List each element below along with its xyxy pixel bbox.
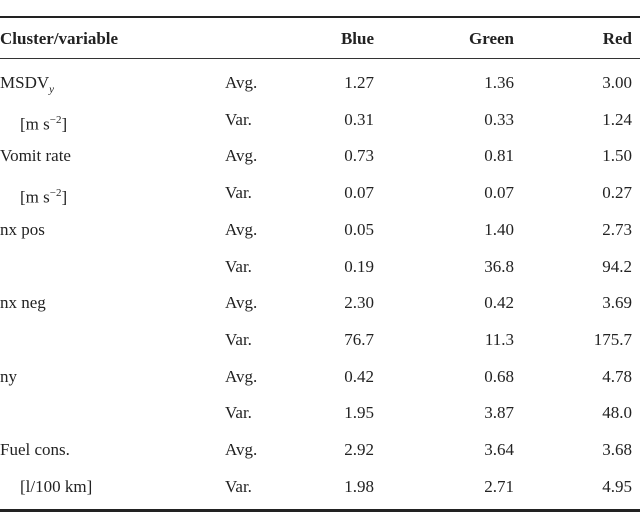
row-label: Fuel cons. bbox=[0, 440, 70, 459]
cell-green: 3.64 bbox=[484, 440, 514, 459]
table-header-rule bbox=[0, 58, 640, 59]
table-row: MSDVy Avg. 1.27 1.36 3.00 bbox=[0, 71, 640, 95]
cell-blue: 2.30 bbox=[344, 293, 374, 313]
header-red: Red bbox=[602, 29, 632, 48]
cell-green: 0.07 bbox=[484, 183, 514, 203]
row-stat: Avg. bbox=[225, 293, 258, 313]
table-row: Fuel cons. Avg. 2.92 3.64 3.68 bbox=[0, 438, 640, 462]
cell-green: 0.33 bbox=[484, 109, 514, 129]
row-label: [m s−2] bbox=[20, 113, 68, 134]
table-row: [m s−2] Var. 0.31 0.33 1.24 bbox=[0, 108, 640, 134]
cell-blue: 0.42 bbox=[344, 366, 374, 386]
table-top-rule bbox=[0, 16, 640, 18]
row-label: nx pos bbox=[0, 219, 45, 239]
cell-green: 0.81 bbox=[484, 146, 514, 166]
cell-green: 2.71 bbox=[484, 476, 514, 496]
table-row: Var. 1.95 3.87 48.0 bbox=[0, 401, 640, 425]
cell-red: 1.24 bbox=[602, 109, 632, 129]
row-stat: Avg. bbox=[225, 146, 258, 166]
table-row: Var. 76.7 11.3 175.7 bbox=[0, 328, 640, 352]
row-stat: Avg. bbox=[225, 73, 258, 92]
cell-blue: 1.27 bbox=[344, 73, 374, 92]
cell-red: 3.69 bbox=[602, 293, 632, 313]
table-row: nx neg Avg. 2.30 0.42 3.69 bbox=[0, 291, 640, 315]
row-label: nx neg bbox=[0, 293, 46, 313]
cell-green: 36.8 bbox=[484, 256, 514, 276]
cell-red: 175.7 bbox=[593, 329, 632, 349]
table-row: ny Avg. 0.42 0.68 4.78 bbox=[0, 365, 640, 389]
cell-green: 3.87 bbox=[484, 403, 514, 423]
cell-red: 0.27 bbox=[602, 183, 632, 203]
cell-blue: 0.05 bbox=[344, 219, 374, 239]
row-label: MSDVy bbox=[0, 73, 55, 96]
cell-blue: 1.98 bbox=[344, 476, 374, 496]
cell-red: 1.50 bbox=[602, 146, 632, 166]
cell-blue: 0.31 bbox=[344, 109, 374, 129]
cell-blue: 0.07 bbox=[344, 183, 374, 203]
row-stat: Avg. bbox=[225, 440, 258, 459]
cell-red: 3.00 bbox=[602, 73, 632, 92]
row-stat: Avg. bbox=[225, 366, 258, 386]
header-green: Green bbox=[468, 29, 514, 48]
row-stat: Var. bbox=[225, 476, 252, 496]
cell-blue: 0.73 bbox=[344, 146, 374, 166]
row-label: ny bbox=[0, 366, 17, 386]
cell-green: 1.36 bbox=[484, 73, 514, 92]
table-header: Cluster/variable Blue Green Red bbox=[0, 27, 640, 51]
row-stat: Var. bbox=[225, 256, 252, 276]
cell-red: 3.68 bbox=[602, 440, 632, 459]
row-stat: Var. bbox=[225, 109, 252, 129]
cell-red: 2.73 bbox=[602, 219, 632, 239]
cell-green: 0.68 bbox=[484, 366, 514, 386]
table-bottom-rule bbox=[0, 509, 640, 512]
cell-blue: 2.92 bbox=[344, 440, 374, 459]
cell-blue: 0.19 bbox=[344, 256, 374, 276]
cell-green: 1.40 bbox=[484, 219, 514, 239]
row-stat: Avg. bbox=[225, 219, 258, 239]
row-label: [l/100 km] bbox=[20, 476, 93, 496]
table-row: Var. 0.19 36.8 94.2 bbox=[0, 255, 640, 279]
row-label: Vomit rate bbox=[0, 146, 71, 166]
header-blue: Blue bbox=[340, 29, 374, 48]
table-row: [m s−2] Var. 0.07 0.07 0.27 bbox=[0, 181, 640, 207]
row-stat: Var. bbox=[225, 183, 252, 203]
cell-blue: 76.7 bbox=[344, 329, 374, 349]
cell-green: 0.42 bbox=[484, 293, 514, 313]
header-cluster-variable: Cluster/variable bbox=[0, 29, 119, 48]
cell-blue: 1.95 bbox=[344, 403, 374, 423]
cell-green: 11.3 bbox=[484, 329, 514, 349]
row-stat: Var. bbox=[225, 329, 252, 349]
table-row: [l/100 km] Var. 1.98 2.71 4.95 bbox=[0, 475, 640, 499]
cell-red: 4.95 bbox=[602, 476, 632, 496]
table-row: nx pos Avg. 0.05 1.40 2.73 bbox=[0, 218, 640, 242]
cell-red: 4.78 bbox=[602, 366, 632, 386]
row-label: [m s−2] bbox=[20, 187, 68, 207]
table-row: Vomit rate Avg. 0.73 0.81 1.50 bbox=[0, 144, 640, 168]
row-stat: Var. bbox=[225, 403, 252, 423]
cell-red: 94.2 bbox=[602, 256, 632, 276]
cell-red: 48.0 bbox=[602, 403, 632, 423]
